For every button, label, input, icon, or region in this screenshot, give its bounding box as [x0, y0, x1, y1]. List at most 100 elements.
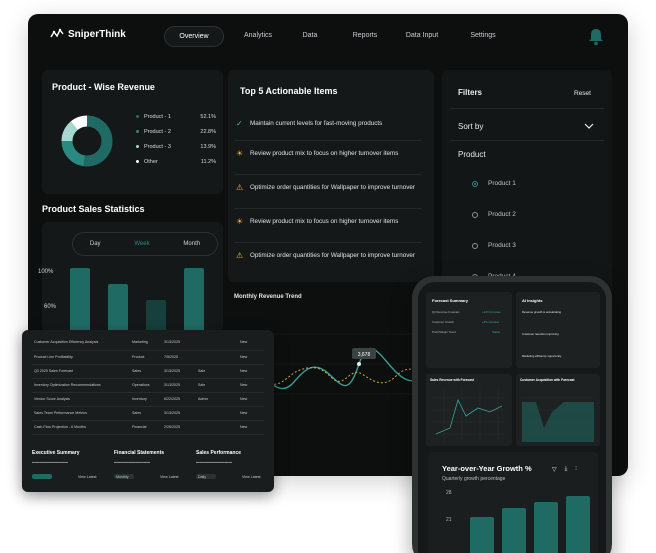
top-navigation: SniperThink Overview Analytics Data Repo… [28, 14, 628, 62]
legend-dot [136, 130, 139, 134]
notification-bell-icon[interactable] [588, 28, 604, 46]
radio-product-1[interactable] [472, 181, 478, 187]
revenue-donut-chart [61, 115, 113, 167]
view-latest-link[interactable]: View Latest [160, 475, 179, 479]
tab-day[interactable]: Day [89, 241, 101, 247]
actionable-items-title: Top 5 Actionable Items [240, 86, 338, 96]
trend-tooltip [352, 348, 376, 359]
product-revenue-card: Product - Wise Revenue Product - 1 52.1% … [42, 70, 223, 194]
legend-value: 52.1% [200, 114, 216, 120]
insight-title: Marketing efficiency opportunity [522, 354, 562, 358]
report-name[interactable]: Vendor Score Analysis [34, 397, 70, 401]
action-item[interactable]: ☀ Review product mix to focus on higher t… [234, 150, 422, 158]
filter-icon[interactable]: ▽ [552, 467, 557, 473]
actionable-items-card: Top 5 Actionable Items ✓ Maintain current… [228, 70, 434, 282]
report-date: 7/5/2025 [164, 355, 178, 359]
action-text: Maintain current levels for fast-moving … [250, 120, 383, 127]
legend-dot [136, 115, 139, 119]
legend-dot [136, 160, 139, 164]
summary-chip: Monthly [114, 474, 134, 479]
chip-label: Daily [198, 474, 206, 479]
nav-data-input[interactable]: Data Input [405, 32, 439, 39]
forecast-value: +12% increase [482, 310, 501, 314]
main-nav: Overview Analytics Data Reports Data Inp… [164, 26, 506, 47]
forecast-label: Profit Margin Trend [432, 330, 456, 334]
report-name[interactable]: Cash Flow Projection - 6 Months [34, 425, 86, 429]
reset-button[interactable]: Reset [574, 90, 591, 97]
action-item[interactable]: ⚠ Optimize order quantities for Wallpaper… [234, 184, 422, 192]
brand-logo[interactable]: SniperThink [50, 28, 126, 40]
check-icon: ✓ [236, 119, 243, 128]
option-label: Product 3 [488, 242, 516, 249]
forecast-value: +8% increase [482, 320, 500, 324]
y-axis-label: 21 [446, 517, 452, 523]
insight-title: Revenue growth is accelerating [522, 310, 562, 314]
customer-acquisition-panel: Customer Acquisition with Forecast [516, 374, 600, 446]
radio-product-2[interactable] [472, 212, 478, 218]
divider [32, 350, 264, 351]
action-text: Review product mix to focus on higher tu… [250, 218, 399, 225]
sales-forecast-chart [432, 388, 506, 442]
y-axis-label: 60% [44, 304, 57, 310]
report-name[interactable]: Inventory Optimization Recommendations [34, 383, 101, 387]
action-text: Review product mix to focus on higher tu… [250, 150, 399, 157]
summary-desc: ▬▬▬▬▬▬▬▬▬▬ [114, 460, 150, 464]
radio-product-3[interactable] [472, 243, 478, 249]
report-name[interactable]: Customer Acquisition Efficiency Analysis [34, 340, 99, 344]
report-dept: Product [132, 355, 145, 359]
panel-title: Forecast Summary [432, 298, 469, 303]
legend-row: Product - 1 52.1% [136, 114, 216, 120]
legend-label: Other [144, 159, 158, 165]
yoy-bar [566, 496, 590, 553]
sort-by-dropdown[interactable]: Sort by [458, 122, 484, 131]
report-status: New [240, 383, 248, 387]
chart-icon[interactable]: ⫶ [575, 466, 577, 472]
summary-title: Financial Statements [114, 450, 165, 456]
report-date: 3/13/2025 [164, 340, 180, 344]
donut-slice-product-2 [61, 115, 113, 167]
donut-slice-other [61, 115, 113, 167]
download-icon[interactable]: ⤓ [564, 466, 568, 472]
sales-bar [70, 268, 90, 332]
option-label: Product 1 [488, 180, 516, 187]
legend-value: 13.9% [200, 144, 216, 150]
view-latest-link[interactable]: View Latest [242, 475, 261, 479]
tab-week[interactable]: Week [134, 241, 150, 247]
view-latest-link[interactable]: View Latest [78, 475, 97, 479]
forecast-summary-panel: Forecast Summary Q3 Revenue Forecast +12… [426, 292, 512, 368]
report-name[interactable]: Sales Team Performance Metrics [34, 411, 87, 415]
report-date: 3/13/2025 [164, 383, 180, 387]
legend-value: 22.8% [200, 129, 216, 135]
forecast-value: Stable [492, 330, 500, 334]
yoy-growth-card: Year-over-Year Growth % Quarterly growth… [428, 452, 598, 553]
action-item[interactable]: ⚠ Optimize order quantities for Wallpaper… [234, 252, 422, 260]
nav-data[interactable]: Data [302, 32, 318, 39]
summary-desc: ▬▬▬▬▬▬▬▬▬▬ [32, 460, 68, 464]
action-item[interactable]: ✓ Maintain current levels for fast-moving… [234, 120, 422, 128]
yoy-title: Year-over-Year Growth % [442, 464, 532, 473]
summary-chip: Daily [196, 474, 216, 479]
report-owner: Admin [198, 397, 209, 401]
legend-label: Product - 2 [144, 129, 171, 135]
report-owner: Sale [198, 369, 206, 373]
nav-analytics[interactable]: Analytics [243, 32, 272, 39]
tab-month[interactable]: Month [183, 241, 201, 247]
divider [32, 406, 264, 407]
divider [32, 434, 264, 435]
action-item[interactable]: ☀ Review product mix to focus on higher t… [234, 218, 422, 226]
nav-settings[interactable]: Settings [470, 32, 496, 39]
sales-forecast-panel: Sales Revenue with Forecast [426, 374, 512, 446]
report-owner: Sale [198, 383, 206, 387]
nav-reports[interactable]: Reports [352, 32, 378, 39]
yoy-bar [470, 517, 494, 553]
summary-title: Executive Summary [32, 450, 80, 456]
report-dept: Operations [132, 383, 150, 387]
report-name[interactable]: Q3 2025 Sales Forecast [34, 369, 73, 373]
report-status: New [240, 411, 248, 415]
panel-title: Customer Acquisition with Forecast [520, 378, 575, 382]
chevron-down-icon[interactable] [584, 123, 594, 130]
logo-icon [50, 28, 64, 38]
report-name[interactable]: Product Line Profitability [34, 355, 73, 359]
legend-row: Other 11.2% [136, 159, 216, 165]
nav-overview[interactable]: Overview [164, 26, 224, 47]
